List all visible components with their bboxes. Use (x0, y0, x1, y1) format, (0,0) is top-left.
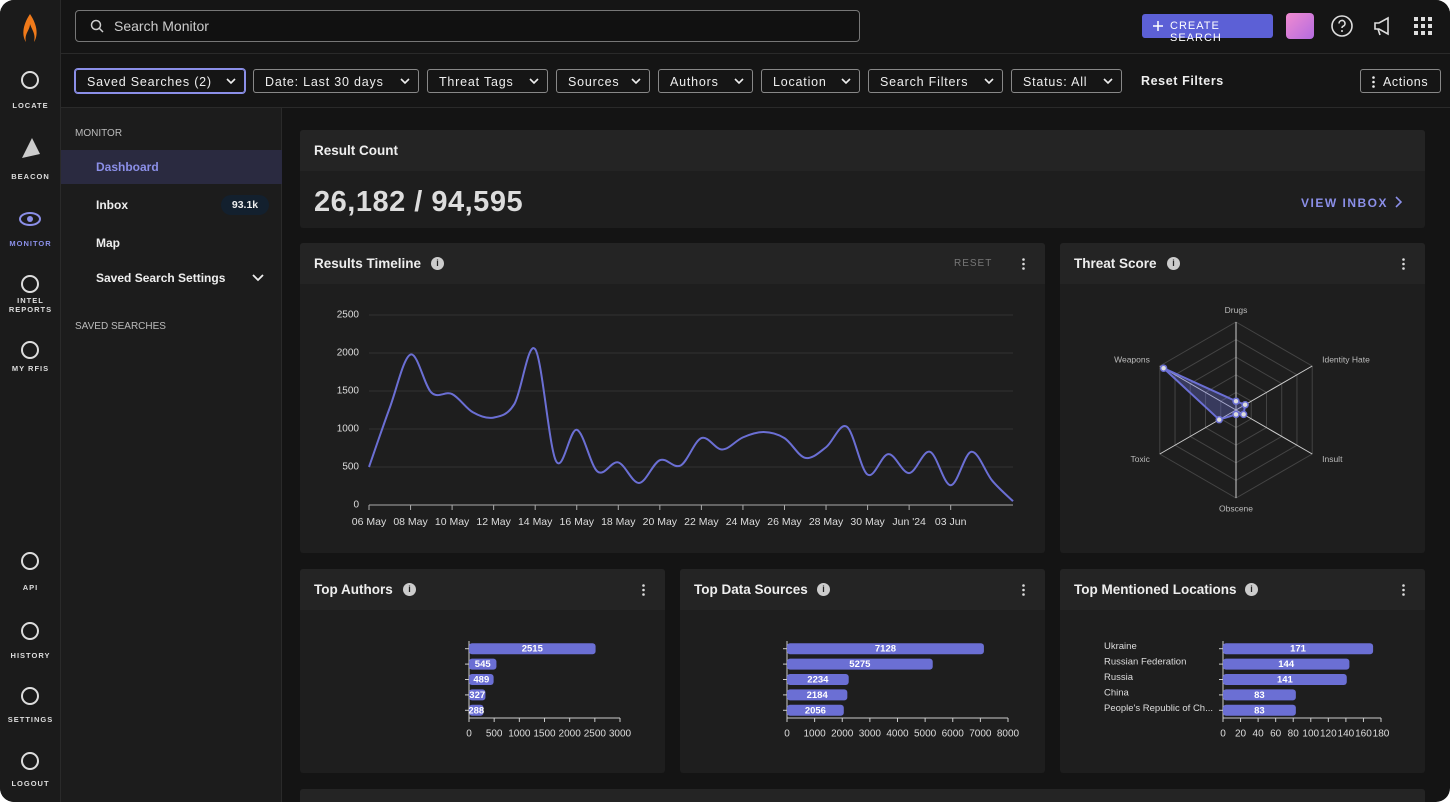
button-label: Actions (1383, 75, 1428, 89)
filter-dropdown[interactable]: Date: Last 30 days (253, 69, 419, 93)
nav-rail: LOCATE BEACON MONITOR INTEL REPORTS MY RFIS A… (0, 0, 61, 802)
filter-dropdown[interactable]: Location (761, 69, 860, 93)
rail-icon (18, 619, 42, 643)
rail-label[interactable]: API (0, 583, 61, 592)
rail-icon (18, 549, 42, 573)
rail-icon (18, 338, 42, 362)
rail-label[interactable]: MONITOR (0, 239, 61, 248)
menu-icon[interactable] (642, 584, 645, 596)
active-row (61, 150, 282, 184)
nav-item[interactable]: Saved Search Settings (96, 271, 225, 285)
info-icon[interactable]: i (403, 583, 416, 596)
filter-dropdown[interactable]: Saved Searches (2) (75, 69, 245, 93)
sources-panel: Top Data Sources i (680, 569, 1045, 773)
search-placeholder: Search Monitor (114, 18, 209, 34)
announce-icon[interactable] (1372, 14, 1396, 38)
rail-label[interactable]: MY RFIS (0, 364, 61, 373)
result-count-value: 26,182 / 94,595 (314, 186, 523, 219)
chevron-icon (734, 78, 744, 85)
info-icon[interactable]: i (1167, 257, 1180, 270)
info-icon[interactable]: i (817, 583, 830, 596)
search-input[interactable]: Search Monitor (75, 10, 860, 42)
filter-label: Search Filters (880, 75, 968, 89)
panel-title: Threat Score (1074, 256, 1157, 271)
threat-panel: Threat Score i (1060, 243, 1425, 553)
sidebar: MONITOR SAVED SEARCHES Dashboard Inbox 93.… (61, 108, 282, 802)
view-inbox-link[interactable]: VIEW INBOX (1301, 196, 1388, 210)
apps-icon[interactable] (1414, 17, 1432, 35)
rail-label[interactable]: INTEL REPORTS (0, 296, 61, 314)
menu-icon[interactable] (1022, 584, 1025, 596)
panel-header (300, 789, 1425, 802)
rail-label[interactable]: LOGOUT (0, 779, 61, 788)
panel-title: Top Mentioned Locations (1074, 582, 1237, 597)
menu-icon[interactable] (1402, 258, 1405, 270)
help-icon[interactable] (1330, 14, 1354, 38)
authors-panel: Top Authors i (300, 569, 665, 773)
kebab-icon (1372, 76, 1375, 88)
rail-icon (18, 207, 42, 231)
rail-label[interactable]: BEACON (0, 172, 61, 181)
menu-icon[interactable] (1402, 584, 1405, 596)
filter-dropdown[interactable]: Search Filters (868, 69, 1003, 93)
rail-icon (18, 272, 42, 296)
timeline-panel: Results Timeline i RESET (300, 243, 1045, 553)
filter-label: Threat Tags (439, 75, 514, 89)
panel-title: Results Timeline (314, 256, 421, 271)
filter-label: Saved Searches (2) (87, 75, 212, 89)
info-icon[interactable]: i (431, 257, 444, 270)
filter-dropdown[interactable]: Sources (556, 69, 650, 93)
filter-label: Location (773, 75, 827, 89)
avatar[interactable] (1286, 13, 1314, 39)
panel-title: Top Authors (314, 582, 393, 597)
nav-item[interactable]: Dashboard (96, 160, 159, 174)
filter-dropdown[interactable]: Status: All (1011, 69, 1122, 93)
rail-label[interactable]: HISTORY (0, 651, 61, 660)
reset-filters[interactable]: Reset Filters (1141, 74, 1224, 88)
rail-icon (18, 136, 42, 160)
rail-icon (18, 68, 42, 92)
rail-label[interactable]: LOCATE (0, 101, 61, 110)
panel-title: Top Data Sources (694, 582, 808, 597)
search-icon (90, 19, 104, 33)
chevron-icon (400, 78, 410, 85)
chevron-icon (984, 78, 994, 85)
create-search-button[interactable]: CREATE SEARCH (1142, 14, 1273, 38)
plus-icon (1153, 21, 1163, 31)
rail-label[interactable]: SETTINGS (0, 715, 61, 724)
nav-item[interactable]: Map (96, 236, 120, 250)
section-label: SAVED SEARCHES (75, 321, 166, 332)
panel-header (300, 130, 1425, 171)
chevron-icon (1394, 196, 1402, 208)
chevron-icon (226, 78, 236, 85)
chevron-icon[interactable] (252, 274, 264, 282)
panel-title: Result Count (314, 143, 398, 158)
filter-row: Saved Searches (2) Date: Last 30 days Thre… (61, 54, 1450, 108)
actions-button[interactable]: Actions (1360, 69, 1441, 93)
chevron-icon (631, 78, 641, 85)
logo (18, 12, 42, 48)
filter-dropdown[interactable]: Threat Tags (427, 69, 548, 93)
section-label: MONITOR (75, 128, 122, 139)
chevron-icon (1103, 78, 1113, 85)
button-label: CREATE SEARCH (1170, 20, 1222, 44)
nav-item[interactable]: Inbox (96, 198, 128, 212)
filter-label: Date: Last 30 days (265, 75, 384, 89)
info-icon[interactable]: i (1245, 583, 1258, 596)
rail-icon (18, 749, 42, 773)
filter-label: Status: All (1023, 75, 1087, 89)
chevron-icon (529, 78, 539, 85)
filter-dropdown[interactable]: Authors (658, 69, 753, 93)
menu-icon[interactable] (1022, 258, 1025, 270)
badge: 93.1k (221, 195, 269, 215)
lower-panel (300, 789, 1425, 802)
result-count-panel: Result Count 26,182 / 94,595 VIEW INBOX (300, 130, 1425, 228)
rail-icon (18, 684, 42, 708)
filter-label: Authors (670, 75, 719, 89)
reset-button[interactable]: RESET (954, 258, 992, 269)
chevron-icon (841, 78, 851, 85)
filter-label: Sources (568, 75, 619, 89)
locations-panel: Top Mentioned Locations i (1060, 569, 1425, 773)
